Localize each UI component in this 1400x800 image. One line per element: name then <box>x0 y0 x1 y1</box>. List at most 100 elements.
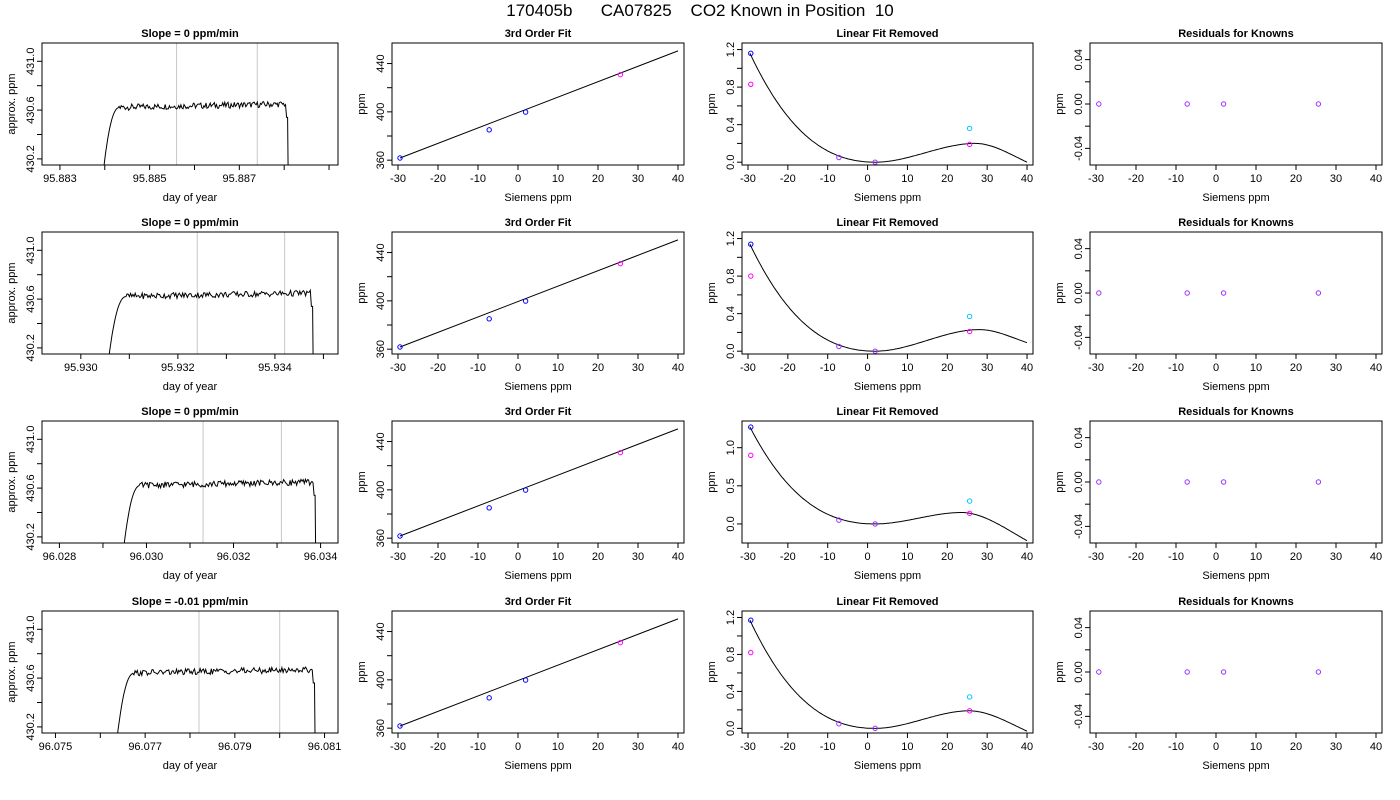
y-tick-label: 0.00 <box>1073 93 1085 114</box>
data-point <box>748 424 754 430</box>
x-tick-label: -10 <box>820 551 836 563</box>
x-tick-label: 10 <box>1250 173 1262 185</box>
data-point <box>748 452 754 459</box>
x-tick-label: 0 <box>515 362 521 374</box>
x-axis-label: Siemens ppm <box>504 570 571 582</box>
y-tick-label: 0.8 <box>725 268 737 283</box>
x-tick-label: 95.887 <box>223 173 257 185</box>
panel-title: 3rd Order Fit <box>505 217 572 229</box>
x-axis-label: Siemens ppm <box>1202 760 1269 772</box>
y-axis-label: ppm <box>706 93 718 114</box>
data-point <box>966 498 973 504</box>
data-point <box>486 127 492 133</box>
panel-title: Residuals for Knowns <box>1178 28 1294 40</box>
y-tick-label: 440 <box>375 54 387 72</box>
y-tick-label: 0.8 <box>725 647 737 662</box>
plot-frame <box>391 610 685 734</box>
y-tick-label: 1.2 <box>725 610 737 625</box>
data-point <box>836 517 842 523</box>
y-tick-label: 1.2 <box>725 42 737 57</box>
y-tick-label: 0.00 <box>1073 471 1085 492</box>
x-tick-label: 40 <box>1021 362 1033 374</box>
data-point <box>1315 101 1322 107</box>
plot-frame <box>741 610 1034 734</box>
x-tick-label: -20 <box>780 173 796 185</box>
x-tick-label: 10 <box>901 551 913 563</box>
data-point <box>522 298 529 304</box>
data-point <box>748 617 754 623</box>
x-tick-label: 30 <box>1330 173 1342 185</box>
x-tick-label: 0 <box>1213 551 1219 563</box>
x-tick-label: -30 <box>390 173 406 185</box>
y-tick-label: 0.00 <box>1073 661 1085 682</box>
plot-frame <box>1089 42 1383 166</box>
data-point <box>1315 479 1322 485</box>
x-tick-label: 30 <box>981 551 993 563</box>
x-tick-label: 20 <box>592 362 604 374</box>
x-tick-label: -20 <box>780 741 796 753</box>
y-axis-label: ppm <box>1054 282 1066 303</box>
data-point <box>836 343 842 350</box>
x-tick-label: 20 <box>592 741 604 753</box>
y-tick-label: 0.4 <box>725 684 737 699</box>
x-tick-label: 96.075 <box>39 741 73 753</box>
x-tick-label: -10 <box>470 551 486 563</box>
data-point <box>617 71 624 78</box>
co2-trace <box>108 288 314 354</box>
panel-0-3: Residuals for Knowns -30 -20 -10 0 10 20 30 40 -0… <box>1054 28 1383 204</box>
fit-curve <box>749 243 1028 352</box>
panel-0-1: 3rd Order Fit -30 -20 -10 0 10 20 30 40 360 400 440… <box>356 28 685 204</box>
x-tick-label: 20 <box>1290 741 1302 753</box>
data-point <box>748 649 754 656</box>
y-tick-label: 440 <box>375 243 387 261</box>
x-tick-label: 10 <box>552 551 564 563</box>
y-axis-label: ppm <box>356 282 368 303</box>
x-tick-label: -20 <box>1128 173 1144 185</box>
x-tick-label: 10 <box>1250 741 1262 753</box>
x-tick-label: -10 <box>1168 551 1184 563</box>
x-tick-label: -20 <box>780 362 796 374</box>
x-tick-label: 30 <box>981 362 993 374</box>
x-tick-label: 0 <box>515 173 521 185</box>
data-point <box>1220 101 1227 107</box>
y-tick-label: 0.0 <box>725 155 737 170</box>
y-tick-label: 0.0 <box>725 344 737 359</box>
data-point <box>966 510 973 516</box>
panel-title: Residuals for Knowns <box>1178 406 1294 418</box>
x-tick-label: 10 <box>1250 551 1262 563</box>
y-axis-label: ppm <box>706 282 718 303</box>
x-axis-label: Siemens ppm <box>1202 192 1269 204</box>
y-axis-label: ppm <box>1054 471 1066 492</box>
x-tick-label: 0 <box>865 362 871 374</box>
panel-title: 3rd Order Fit <box>505 28 572 40</box>
x-tick-label: 10 <box>901 173 913 185</box>
x-tick-label: -30 <box>740 551 756 563</box>
data-point <box>486 316 492 322</box>
x-tick-label: 0 <box>865 173 871 185</box>
y-tick-label: 0.5 <box>725 478 737 493</box>
panel-title: Linear Fit Removed <box>836 217 938 229</box>
y-tick-label: 430.6 <box>25 664 37 692</box>
panel-1-0: Slope = 0 ppm/min 95.930 95.932 95.934 430.2… <box>6 217 339 393</box>
x-tick-label: 20 <box>1290 551 1302 563</box>
x-tick-label: -20 <box>1128 741 1144 753</box>
y-tick-label: 430.2 <box>25 145 37 173</box>
x-tick-label: -30 <box>1088 362 1104 374</box>
x-tick-label: 10 <box>552 173 564 185</box>
y-axis-label: approx. ppm <box>6 262 18 323</box>
x-tick-label: 40 <box>1370 362 1382 374</box>
x-tick-label: -10 <box>820 741 836 753</box>
data-point <box>486 505 492 511</box>
x-axis-label: Siemens ppm <box>1202 570 1269 582</box>
x-tick-label: -20 <box>1128 551 1144 563</box>
x-tick-label: 95.932 <box>161 362 195 374</box>
data-point <box>836 721 842 727</box>
plot-frame <box>741 231 1034 355</box>
x-tick-label: 20 <box>1290 173 1302 185</box>
x-tick-label: -20 <box>430 551 446 563</box>
fit-curve <box>749 53 1028 163</box>
data-point <box>397 344 403 350</box>
x-tick-label: 0 <box>515 741 521 753</box>
x-tick-label: 40 <box>672 362 684 374</box>
co2-trace <box>103 100 289 165</box>
